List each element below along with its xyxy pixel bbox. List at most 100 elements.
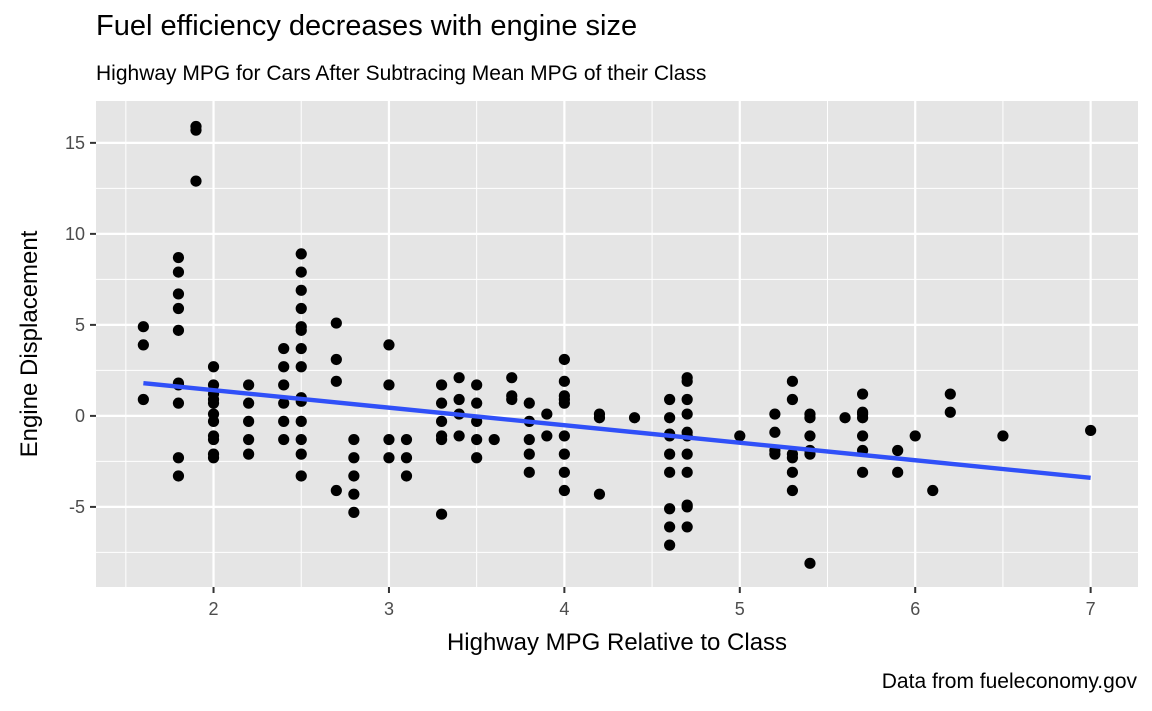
data-point xyxy=(769,408,781,420)
data-point xyxy=(523,466,535,478)
data-point xyxy=(681,501,693,513)
chart-caption: Data from fueleconomy.gov xyxy=(881,670,1137,693)
data-point xyxy=(383,339,395,351)
data-point xyxy=(348,452,360,464)
data-point xyxy=(435,508,448,520)
data-point xyxy=(330,484,342,497)
data-point xyxy=(278,415,290,427)
data-point xyxy=(664,412,676,424)
data-point xyxy=(207,433,220,446)
data-point xyxy=(295,266,307,278)
data-point xyxy=(786,452,799,464)
data-point xyxy=(681,521,693,533)
data-point xyxy=(295,342,307,355)
y-axis-title: Engine Displacement xyxy=(16,230,43,457)
data-point xyxy=(471,452,483,464)
data-point xyxy=(348,506,360,518)
data-point xyxy=(664,393,676,406)
data-point xyxy=(295,448,307,460)
data-point xyxy=(400,470,413,482)
data-point xyxy=(295,415,307,427)
trend-line xyxy=(143,380,1091,480)
data-point xyxy=(278,379,290,391)
data-point xyxy=(243,397,255,409)
data-point xyxy=(856,466,869,478)
x-tick-label: 6 xyxy=(910,599,920,619)
data-point xyxy=(172,251,185,264)
data-point xyxy=(786,466,799,478)
data-point xyxy=(243,415,255,427)
data-point xyxy=(558,353,570,366)
data-point xyxy=(172,452,185,464)
data-point xyxy=(523,448,535,460)
data-point xyxy=(137,393,149,406)
data-point xyxy=(295,361,307,373)
data-point xyxy=(330,353,342,366)
data-point xyxy=(295,284,307,296)
data-point xyxy=(856,388,869,400)
data-point xyxy=(435,415,448,427)
data-point xyxy=(207,415,220,427)
data-point xyxy=(207,361,220,373)
data-point xyxy=(628,412,641,424)
data-point xyxy=(804,412,816,424)
data-point xyxy=(681,408,693,420)
data-point xyxy=(892,444,904,457)
data-point xyxy=(471,433,483,446)
data-point xyxy=(769,448,781,460)
data-point xyxy=(786,393,799,406)
y-tick-label: 10 xyxy=(65,224,85,244)
y-tick-label: 5 xyxy=(75,315,85,335)
data-point xyxy=(944,388,956,400)
data-point xyxy=(330,375,342,387)
data-point xyxy=(804,430,816,442)
data-point xyxy=(278,342,290,355)
grid-lines xyxy=(96,101,1138,587)
data-point xyxy=(348,433,360,446)
plot-panel xyxy=(96,101,1138,587)
data-point xyxy=(927,484,939,497)
data-point xyxy=(295,248,307,260)
data-point xyxy=(295,470,307,482)
data-point xyxy=(278,397,290,409)
data-point xyxy=(664,539,676,551)
data-point xyxy=(172,266,185,278)
data-point xyxy=(295,302,307,315)
data-point xyxy=(681,466,693,478)
data-point xyxy=(435,397,448,409)
data-point xyxy=(734,430,746,442)
data-point xyxy=(172,470,185,482)
data-point xyxy=(892,466,904,478)
data-point xyxy=(383,379,395,391)
data-point xyxy=(453,430,465,442)
axes: 2 3 4 5 6 7 -5 0 5 10 15 xyxy=(65,133,1096,619)
data-point xyxy=(190,175,202,187)
data-point xyxy=(786,484,799,497)
data-point xyxy=(681,393,693,406)
data-point xyxy=(400,452,413,464)
data-point xyxy=(488,433,500,446)
y-tick-label: -5 xyxy=(69,497,85,517)
data-point xyxy=(278,361,290,373)
data-point xyxy=(558,430,570,442)
data-point xyxy=(804,557,816,569)
data-point xyxy=(681,375,693,387)
data-point xyxy=(172,324,185,336)
data-point xyxy=(506,393,518,406)
data-point xyxy=(435,379,448,391)
data-point xyxy=(593,488,606,500)
data-point xyxy=(453,393,465,406)
data-point xyxy=(295,324,307,336)
data-point xyxy=(839,412,851,424)
data-point xyxy=(137,321,149,333)
data-point xyxy=(558,484,570,497)
data-point xyxy=(190,124,202,136)
data-point xyxy=(207,397,220,409)
data-point xyxy=(506,372,518,384)
data-point xyxy=(558,397,570,409)
data-point xyxy=(383,452,395,464)
data-point xyxy=(172,288,185,300)
data-point xyxy=(856,412,869,424)
data-point xyxy=(786,375,799,387)
data-point xyxy=(295,433,307,446)
